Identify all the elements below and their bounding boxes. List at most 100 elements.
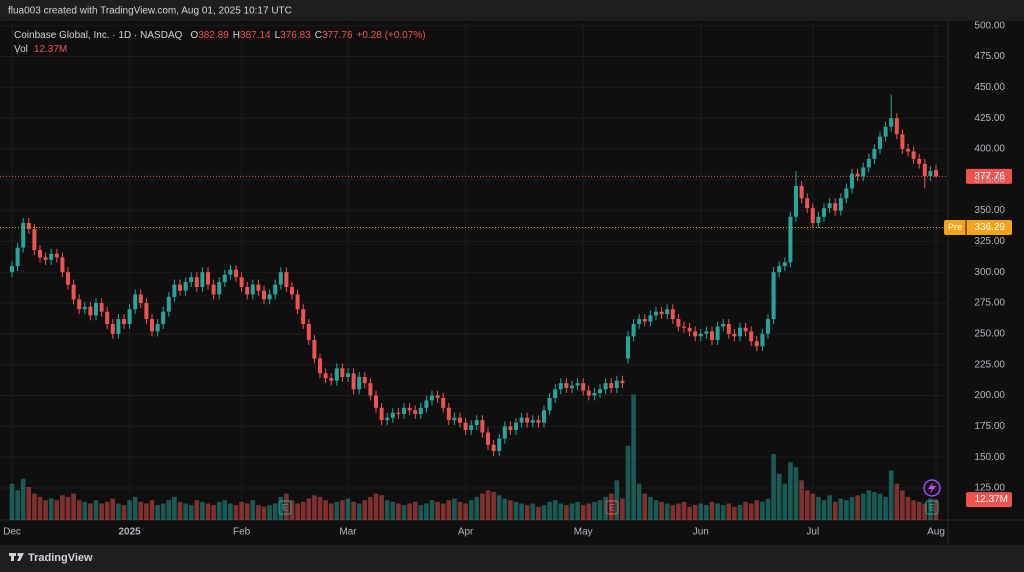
legend-field-value: 377.76 <box>322 30 353 41</box>
volume-bar <box>575 501 580 520</box>
volume-bar <box>552 500 558 520</box>
volume-bar <box>334 501 340 520</box>
volume-bar <box>648 496 653 520</box>
volume-bar <box>278 496 284 520</box>
candle-body <box>385 417 390 421</box>
candle-body <box>424 400 429 408</box>
candle-body <box>340 368 345 378</box>
volume-bar <box>547 501 552 520</box>
volume-bar <box>530 503 536 520</box>
candle-body <box>626 336 630 359</box>
y-tick-label: 300.00 <box>974 267 1005 278</box>
volume-bar <box>429 500 435 520</box>
volume-bar <box>345 498 351 520</box>
volume-bar <box>211 505 216 520</box>
y-tick-label: 400.00 <box>974 144 1005 155</box>
legend-title: Coinbase Global, Inc. · 1D · NASDAQ <box>14 30 183 41</box>
volume-bar <box>20 478 26 520</box>
volume-bar <box>541 505 547 520</box>
candle-body <box>323 373 328 379</box>
svg-text:E: E <box>929 502 935 512</box>
volume-bar <box>670 505 676 520</box>
volume-bar <box>15 490 20 520</box>
volume-bar <box>312 495 317 520</box>
volume-bar <box>491 491 496 520</box>
candle-body <box>497 438 502 451</box>
volume-bar <box>569 503 575 520</box>
candle-body <box>430 395 434 401</box>
candle-body <box>474 420 479 426</box>
candle-body <box>458 417 462 423</box>
volume-bar <box>592 501 597 520</box>
footer-bar <box>0 545 1024 572</box>
volume-bar <box>704 505 709 520</box>
candle-body <box>637 319 642 325</box>
volume-bar <box>379 495 384 520</box>
volume-bar <box>793 467 799 520</box>
candle-body <box>99 303 104 312</box>
candle-body <box>54 253 59 258</box>
footer-brand: TradingView <box>28 552 93 564</box>
candle-body <box>514 422 518 431</box>
candle-body <box>26 222 31 230</box>
volume-bar <box>463 503 468 520</box>
candle-body <box>183 282 188 291</box>
volume-bar <box>99 503 104 520</box>
volume-bar <box>502 498 508 520</box>
candle-body <box>614 380 619 389</box>
candle-body <box>189 277 194 283</box>
volume-bar <box>524 505 530 520</box>
volume-bar <box>244 503 250 520</box>
candle-body <box>250 284 255 295</box>
legend-field-label: O <box>190 30 198 41</box>
candle-body <box>239 277 244 288</box>
candle-body <box>659 311 664 315</box>
volume-bar <box>138 501 144 520</box>
volume-bar <box>323 500 328 520</box>
volume-bar <box>513 501 519 520</box>
volume-bar <box>250 500 256 520</box>
volume-bar <box>732 506 737 520</box>
volume-bar <box>827 495 832 520</box>
legend-field-value: 376.83 <box>280 30 311 41</box>
last-price-tag <box>966 168 1012 184</box>
candle-body <box>698 333 703 337</box>
volume-bar <box>480 493 485 520</box>
candle-body <box>833 203 838 211</box>
volume-bar <box>631 394 636 520</box>
volume-bar <box>754 500 760 520</box>
volume-bar <box>194 500 200 520</box>
volume-bar <box>760 501 765 520</box>
candle-body <box>49 253 54 260</box>
volume-bar <box>446 500 452 520</box>
volume-bar <box>900 490 905 520</box>
candle-body <box>525 417 530 423</box>
volume-bar <box>883 496 888 520</box>
volume-bar <box>698 503 704 520</box>
candle-body <box>917 158 922 164</box>
candle-body <box>161 311 166 325</box>
candle-body <box>878 136 882 149</box>
volume-bar <box>149 500 155 520</box>
volume-bar <box>928 498 933 520</box>
volume-bar <box>508 500 513 520</box>
volume-bar <box>642 493 648 520</box>
volume-bar <box>496 495 502 520</box>
volume-bar <box>233 505 239 520</box>
volume-bar <box>205 503 211 520</box>
volume-bar <box>9 483 15 520</box>
volume-bar <box>849 496 855 520</box>
candle-body <box>816 216 821 223</box>
candle-body <box>284 272 289 288</box>
logo <box>9 552 24 561</box>
candle-body <box>15 247 20 267</box>
candle-body <box>586 390 591 396</box>
volume-bar <box>261 506 267 520</box>
candle-body <box>491 444 496 451</box>
candle-body <box>357 377 362 390</box>
candle-body <box>144 303 149 320</box>
volume-bar <box>121 505 127 520</box>
candle-body <box>407 407 412 411</box>
